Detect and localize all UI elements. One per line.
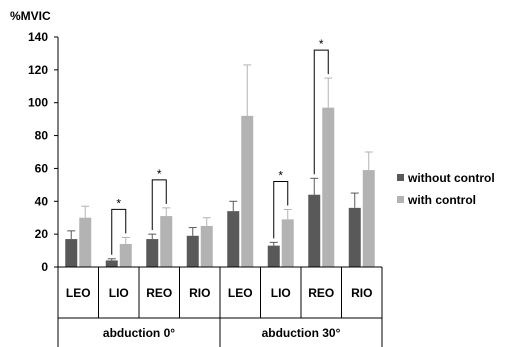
legend-swatch xyxy=(397,196,404,203)
bar xyxy=(348,207,361,267)
significance-label: * xyxy=(319,37,324,51)
bar xyxy=(308,194,321,267)
group-label: abduction 0° xyxy=(103,326,175,340)
legend-swatch xyxy=(397,174,404,181)
legend: without control with control xyxy=(397,171,495,207)
significance-bracket xyxy=(111,208,127,255)
x-axis: LEO LIO REO RIO LEO LIO REO RIO abduction 0° abdu… xyxy=(57,266,383,347)
legend-label: with control xyxy=(407,193,476,207)
bar xyxy=(362,170,375,267)
x-tick-label: REO xyxy=(308,286,334,300)
significance-label: * xyxy=(157,167,162,181)
bars xyxy=(65,107,375,268)
y-tick-label: 0 xyxy=(41,260,48,274)
y-axis: 0 20 40 60 80 100 120 140 xyxy=(28,30,59,274)
significance-label: * xyxy=(278,169,283,183)
bar xyxy=(186,235,199,267)
x-tick-label: LIO xyxy=(271,286,291,300)
bar xyxy=(146,239,159,267)
bar xyxy=(119,244,132,267)
significance-bracket xyxy=(313,49,329,175)
y-tick-label: 140 xyxy=(28,30,48,44)
error-bars xyxy=(67,64,373,261)
bar xyxy=(200,225,213,267)
bar xyxy=(160,216,173,267)
bar xyxy=(65,239,78,267)
y-axis-label: %MVIC xyxy=(10,9,51,23)
significance-bracket xyxy=(273,181,289,239)
bar xyxy=(227,211,240,267)
y-tick-label: 40 xyxy=(35,194,49,208)
y-tick-label: 120 xyxy=(28,63,48,77)
bar xyxy=(281,219,294,267)
group-label: abduction 30° xyxy=(262,326,341,340)
y-tick-label: 20 xyxy=(35,227,49,241)
x-tick-label: LEO xyxy=(228,286,253,300)
y-tick-label: 60 xyxy=(35,161,49,175)
legend-label: without control xyxy=(407,171,495,185)
x-tick-label: REO xyxy=(146,286,172,300)
bar xyxy=(105,260,118,267)
bar xyxy=(241,115,254,267)
x-tick-label: RIO xyxy=(189,286,210,300)
significance-markers: * * * * xyxy=(111,37,329,255)
significance-label: * xyxy=(116,196,121,210)
x-tick-label: RIO xyxy=(351,286,372,300)
x-tick-label: LEO xyxy=(66,286,91,300)
bar xyxy=(79,217,92,267)
bar xyxy=(322,107,335,268)
y-tick-label: 100 xyxy=(28,96,48,110)
significance-bracket xyxy=(151,179,167,231)
x-tick-label: LIO xyxy=(109,286,129,300)
y-tick-label: 80 xyxy=(35,129,49,143)
bar xyxy=(267,245,280,267)
